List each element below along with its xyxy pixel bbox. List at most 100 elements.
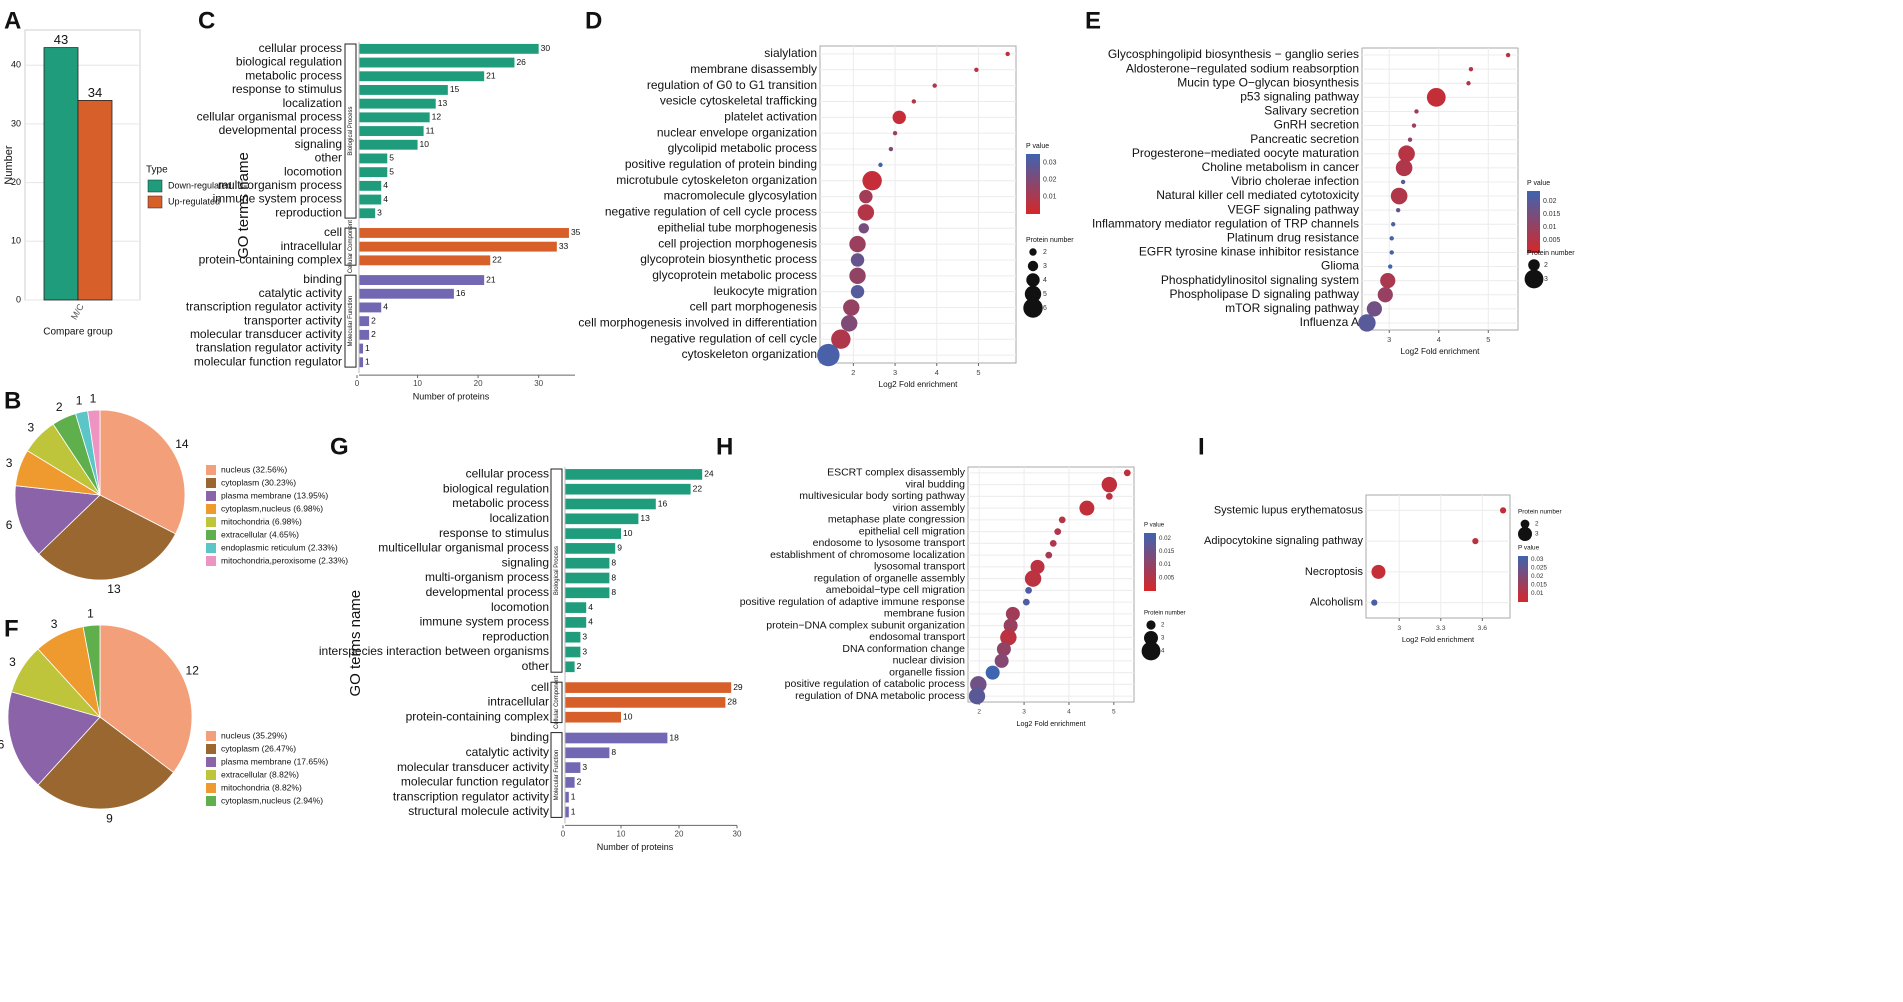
- bar: [359, 228, 569, 238]
- y-axis-title: GO terms name: [347, 590, 364, 697]
- bar-value-label: 8: [611, 557, 616, 567]
- bar: [565, 513, 639, 525]
- x-tick-label: 4: [1437, 335, 1441, 344]
- legend-label: extracellular (8.82%): [221, 769, 299, 779]
- panel-letter-c: C: [198, 7, 215, 34]
- bar: [359, 316, 370, 327]
- bubble-point: [850, 284, 865, 299]
- size-legend-label: 2: [1544, 262, 1548, 269]
- x-tick-label: 10: [617, 830, 626, 839]
- term-label: Pancreatic secretion: [1250, 132, 1359, 146]
- bar: [359, 343, 364, 354]
- size-legend-label: 2: [1535, 521, 1539, 528]
- go-term-label: biological regulation: [443, 481, 549, 495]
- legend-swatch: [206, 770, 216, 780]
- bar-value-label: 8: [611, 587, 616, 597]
- term-label: cell morphogenesis involved in different…: [578, 316, 817, 330]
- category-label: Cellular Component: [348, 220, 354, 273]
- bubble-point: [858, 223, 869, 234]
- bar: [359, 288, 454, 299]
- go-term-label: cellular process: [259, 41, 342, 55]
- slice-value-label: 6: [0, 737, 5, 751]
- x-tick-label: 30: [733, 830, 742, 839]
- slice-value-label: 3: [51, 617, 58, 631]
- go-term-label: developmental process: [219, 123, 342, 137]
- color-legend-tick: 0.02: [1543, 198, 1557, 205]
- bubble-point: [1101, 476, 1118, 493]
- go-term-label: transporter activity: [244, 313, 342, 327]
- bubble-point: [1000, 629, 1017, 646]
- size-legend-label: 3: [1544, 276, 1548, 283]
- bubble-point: [932, 83, 937, 88]
- go-term-label: multi-organism process: [425, 570, 549, 584]
- bar: [565, 557, 610, 569]
- bar-value-label: 4: [588, 602, 593, 612]
- term-label: positive regulation of protein binding: [625, 157, 817, 171]
- term-label: glycolipid metabolic process: [668, 141, 817, 155]
- bar: [359, 126, 424, 136]
- bar: [359, 71, 485, 82]
- term-label: membrane fusion: [884, 608, 965, 620]
- bar: [359, 302, 382, 313]
- term-label: negative regulation of cell cycle proces…: [605, 205, 817, 219]
- legend-swatch: [206, 491, 216, 501]
- bar-value-label: 22: [492, 255, 502, 265]
- go-term-label: cellular process: [466, 467, 549, 481]
- legend-label: cytoplasm (30.23%): [221, 477, 296, 487]
- bubble-point: [1358, 314, 1376, 332]
- bar: [359, 167, 388, 178]
- bubble-point: [968, 687, 986, 705]
- legend-swatch: [206, 517, 216, 527]
- go-term-label: metabolic process: [245, 68, 342, 82]
- go-term-label: response to stimulus: [439, 526, 549, 540]
- bar: [565, 602, 587, 613]
- go-term-label: binding: [510, 730, 549, 744]
- term-label: vesicle cytoskeletal trafficking: [660, 94, 817, 108]
- term-label: glycoprotein biosynthetic process: [640, 252, 817, 266]
- x-axis-title: Log2 Fold enrichment: [1017, 720, 1086, 728]
- color-legend-title: P value: [1144, 522, 1165, 529]
- bar-value-label: 2: [371, 329, 376, 339]
- legend-label: endoplasmic reticulum (2.33%): [221, 542, 338, 552]
- bubble-point: [1407, 137, 1413, 142]
- legend-label: cytoplasm (26.47%): [221, 743, 296, 753]
- bubble-point: [1079, 500, 1095, 516]
- go-term-label: molecular transducer activity: [190, 327, 342, 341]
- bar: [359, 329, 370, 340]
- panel-f: 12 9 6 3 3 1 nucleus (35.29%) cytoplasm (26.47%…: [0, 607, 328, 826]
- size-legend-label: 2: [1043, 249, 1047, 256]
- bar-value-label: 15: [450, 84, 460, 94]
- color-legend-tick: 0.01: [1543, 224, 1557, 231]
- category-box: [550, 681, 563, 724]
- go-term-label: molecular function regulator: [194, 354, 342, 368]
- go-term-label: immune system process: [213, 192, 342, 206]
- size-legend-dot: [1141, 641, 1161, 661]
- panel-a: 0 10 20 30 40 Number 43 34 M/C Compare group TypeD…: [3, 29, 232, 338]
- bar: [565, 572, 610, 584]
- panel-e: 3 4 5 Glycosphingolipid biosynthesis − gang…: [1092, 47, 1575, 356]
- bar-value-label: 3: [582, 762, 587, 772]
- size-legend-label: 6: [1043, 305, 1047, 312]
- panel-letter-d: D: [585, 7, 602, 34]
- x-tick-label: 3.3: [1436, 625, 1446, 632]
- bar-value-label: 21: [486, 71, 496, 81]
- term-label: macromolecule glycosylation: [664, 189, 817, 203]
- bar: [359, 275, 485, 285]
- bar-value-label: 4: [588, 617, 593, 627]
- bubble-point: [878, 162, 883, 168]
- bubble-point: [1003, 618, 1018, 633]
- bubble-point: [1371, 564, 1386, 579]
- pie-slice: [99, 409, 186, 535]
- legend-swatch: [206, 504, 216, 514]
- legend-label: plasma membrane (17.65%): [221, 756, 328, 766]
- bar-value-label: 1: [571, 806, 576, 816]
- bubble-point: [1472, 538, 1479, 545]
- bubble-point: [996, 642, 1011, 657]
- x-tick-label: 4: [935, 368, 939, 377]
- term-label: organelle fission: [889, 666, 965, 678]
- bar-value-label: 22: [693, 483, 703, 493]
- x-tick-label: 0: [561, 830, 566, 839]
- bubble-point: [859, 189, 873, 204]
- bar: [359, 112, 430, 123]
